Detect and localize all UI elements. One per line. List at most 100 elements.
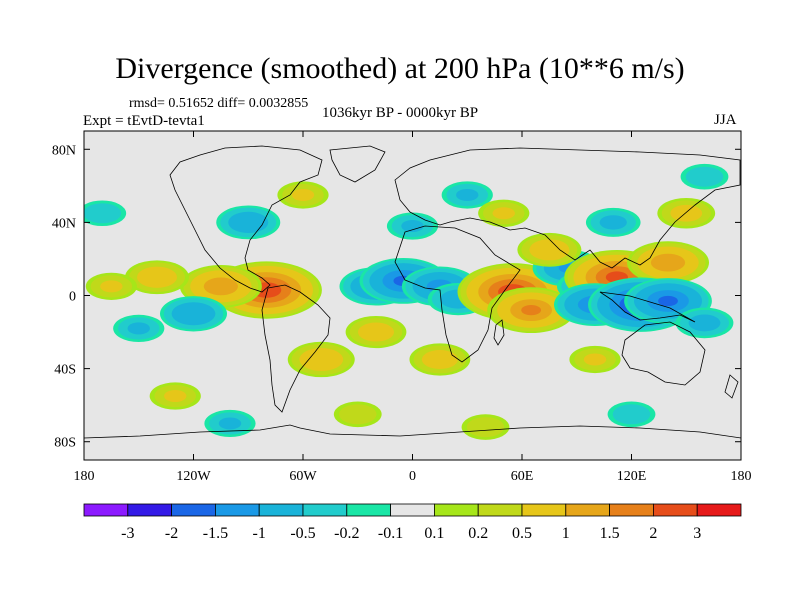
- coastline-south-america: [261, 284, 331, 413]
- anomaly-blob: [216, 205, 281, 240]
- anomaly-blob: [569, 345, 621, 374]
- anomaly-blob: [149, 382, 201, 410]
- contour-fill: [456, 188, 479, 201]
- x-tick-label: 0: [409, 469, 416, 484]
- anomaly-blob: [277, 181, 329, 209]
- colorbar-swatch: [127, 503, 173, 517]
- stats-text: rmsd= 0.51652 diff= 0.0032855: [129, 96, 309, 111]
- contour-fill: [492, 207, 515, 220]
- contour-fill: [137, 266, 177, 288]
- colorbar-label: -0.5: [290, 525, 315, 542]
- season-label: JJA: [714, 112, 737, 128]
- anomaly-blob: [441, 181, 493, 209]
- anomaly-blob: [409, 343, 471, 376]
- colorbar-swatch: [171, 503, 216, 517]
- coastline-madagascar: [493, 319, 505, 346]
- anomaly-blob: [386, 212, 439, 240]
- colorbar-label: 1: [562, 525, 570, 542]
- contour-fill: [612, 404, 651, 425]
- colorbar-label: 0.5: [512, 525, 532, 542]
- y-tick-label: 40N: [52, 216, 76, 231]
- colorbar-label: 2: [649, 525, 657, 542]
- anomaly-blob: [204, 409, 256, 438]
- anomaly-blob: [113, 314, 165, 342]
- colorbar-label: -0.1: [378, 525, 403, 542]
- contour-fill: [291, 188, 315, 201]
- contour-fill: [84, 203, 122, 224]
- contour-fill: [218, 417, 242, 430]
- contour-fill: [164, 390, 187, 403]
- y-tick-label: 80S: [54, 436, 76, 451]
- colorbar-label: 0.1: [424, 525, 444, 542]
- anomaly-blob: [478, 199, 530, 227]
- colorbar-label: 3: [693, 525, 701, 542]
- contour-fill: [401, 220, 424, 233]
- anomaly-blob: [680, 163, 729, 190]
- colorbar-swatch: [609, 503, 654, 517]
- coastline-africa: [394, 225, 521, 363]
- contour-fill: [228, 211, 269, 233]
- y-tick-label: 40S: [54, 363, 76, 378]
- contour-fill: [688, 314, 721, 332]
- anomaly-blob: [287, 341, 355, 378]
- colorbar-swatch: [83, 503, 129, 517]
- x-tick-label: 120W: [176, 469, 211, 484]
- colorbar-swatch: [696, 503, 742, 517]
- anomaly-blob: [585, 207, 641, 237]
- contour-fill: [338, 404, 377, 425]
- contour-fill: [421, 349, 458, 369]
- anomaly-blob: [179, 264, 262, 308]
- x-tick-label: 180: [731, 469, 752, 484]
- coastline-indonesia: [599, 291, 696, 323]
- anomaly-blob: [345, 315, 407, 349]
- contour-fill: [599, 215, 627, 230]
- contour-fill: [529, 239, 570, 261]
- anomaly-blob: [85, 272, 137, 300]
- contour-fill: [521, 305, 542, 316]
- x-tick-label: 120E: [617, 469, 647, 484]
- contour-fill: [670, 204, 703, 222]
- colorbar-swatch: [521, 503, 567, 517]
- contour-fill: [583, 353, 607, 366]
- colorbar-swatch: [565, 503, 610, 517]
- contour-fill: [171, 302, 216, 326]
- anomaly-blob: [84, 200, 127, 227]
- chart-title: Divergence (smoothed) at 200 hPa (10**6 …: [115, 52, 685, 85]
- coastline-antarctica: [84, 424, 741, 439]
- anomaly-blob: [333, 401, 382, 428]
- colorbar-swatch: [477, 503, 523, 517]
- y-tick-label: 0: [69, 290, 76, 305]
- colorbar-swatch: [433, 503, 479, 517]
- coastline-eurasia: [394, 147, 741, 269]
- colorbar-label: -1: [253, 525, 266, 542]
- y-tick-label: 80N: [52, 143, 76, 158]
- contour-fill: [658, 295, 678, 307]
- coastline-new-zealand: [724, 374, 739, 399]
- colorbar-label: -0.2: [334, 525, 359, 542]
- colorbar-label: -2: [165, 525, 178, 542]
- colorbar-swatch: [258, 503, 304, 517]
- anomaly-blob: [675, 307, 734, 339]
- colorbar-label: 0.2: [468, 525, 488, 542]
- anomaly-blob: [487, 287, 576, 334]
- coastline-greenland: [329, 145, 386, 183]
- period-label: 1036kyr BP - 0000kyr BP: [322, 105, 479, 121]
- x-tick-label: 180: [74, 469, 95, 484]
- anomaly-blob: [125, 260, 189, 295]
- anomaly-blob: [517, 232, 582, 267]
- colorbar-swatch: [214, 503, 260, 517]
- contour-fill: [100, 280, 123, 293]
- contour-fill: [650, 253, 686, 272]
- colorbar-swatch: [390, 503, 435, 517]
- contour-fill: [203, 277, 238, 296]
- x-tick-label: 60E: [511, 469, 534, 484]
- coastline-north-america: [169, 145, 323, 293]
- contour-fill: [127, 322, 150, 335]
- experiment-label: Expt = tEvtD-tevta1: [83, 113, 205, 129]
- x-tick-label: 60W: [289, 469, 317, 484]
- colorbar-swatch: [302, 503, 348, 517]
- contour-fill: [299, 347, 344, 371]
- colorbar-label: -3: [121, 525, 134, 542]
- coastline-australia: [621, 321, 706, 386]
